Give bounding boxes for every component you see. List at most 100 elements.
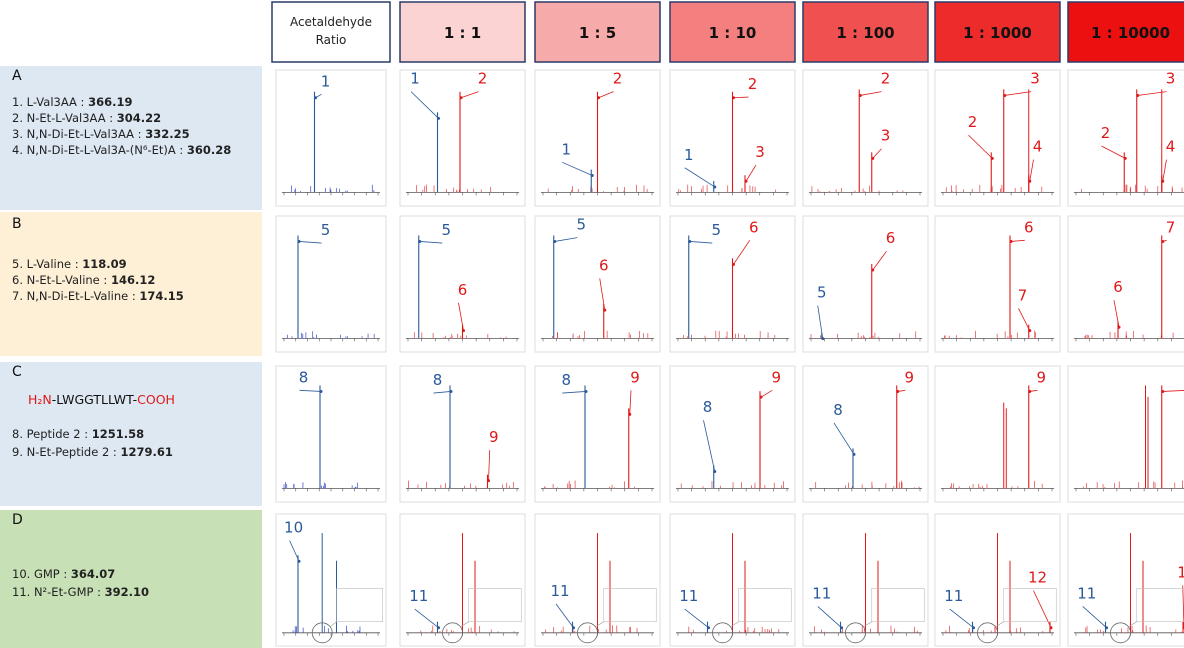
arrow-head: [437, 117, 440, 120]
peak-label: 2: [748, 75, 758, 93]
compound-item: 7. N,N-Di-Et-L-Valine : 174.15: [12, 289, 184, 303]
spectrum: 324: [1068, 70, 1184, 206]
c-terminus: COOH: [137, 392, 175, 407]
compound-mass: 332.25: [145, 127, 189, 141]
compound-mass: 304.22: [117, 111, 161, 125]
arrow-head: [298, 560, 301, 563]
peak-label: 1: [561, 140, 571, 158]
compound-name: 8. Peptide 2 :: [12, 427, 92, 441]
arrow-head: [418, 240, 421, 243]
arrow-head: [628, 413, 631, 416]
spectrum-frame: [935, 216, 1060, 352]
arrow-head: [688, 240, 691, 243]
spectrum: 98: [670, 366, 795, 502]
peak-label: 2: [968, 113, 978, 131]
arrow-head: [732, 263, 735, 266]
spectrum: 76: [1068, 216, 1184, 352]
spectrum: 9: [935, 366, 1060, 502]
spectrum: 65: [803, 216, 928, 352]
ratio-label: 1 : 1: [444, 24, 481, 42]
spectrum: 11: [535, 514, 660, 646]
compound-name: 3. N,N-Di-Et-L-Val3AA :: [12, 127, 145, 141]
compound-name: 7. N,N-Di-Et-L-Valine :: [12, 289, 139, 303]
peak-label: 11: [679, 587, 698, 605]
arrow-head: [1161, 180, 1164, 183]
spectrum-frame: [276, 216, 386, 352]
peak-label: 1: [321, 72, 331, 90]
compound-item: 2. N-Et-L-Val3AA : 304.22: [12, 111, 161, 125]
arrow-head: [487, 479, 490, 482]
arrow-head: [745, 180, 748, 183]
spectrum: 11: [400, 514, 525, 646]
peak-label: 12: [1177, 563, 1184, 581]
compound-name: 6. N-Et-L-Valine :: [12, 273, 111, 287]
spectrum: 23: [803, 70, 928, 206]
spectrum: 56: [400, 216, 525, 352]
compound-item: 6. N-Et-L-Valine : 146.12: [12, 273, 155, 287]
ratio-label: 1 : 10: [709, 24, 757, 42]
peak-label: 11: [812, 584, 831, 602]
peak-label: 11: [409, 587, 428, 605]
spectrum-frame: [803, 70, 928, 206]
arrow-head: [760, 396, 763, 399]
peak-label: 9: [630, 368, 640, 386]
arrow-head: [298, 240, 301, 243]
arrow-head: [1028, 180, 1031, 183]
spectrum-frame: [803, 366, 928, 502]
spectrum: 21: [535, 70, 660, 206]
arrow-head: [603, 309, 606, 312]
arrow-head: [871, 269, 874, 272]
spectrum-frame: [276, 366, 386, 502]
spectrum: 8: [276, 366, 386, 502]
arrow-head: [1003, 94, 1006, 97]
compound-item: 1. L-Val3AA : 366.19: [12, 95, 132, 109]
peak-label: 1: [410, 70, 420, 88]
compound-item: 9. N-Et-Peptide 2 : 1279.61: [12, 445, 173, 459]
arrow-head: [859, 94, 862, 97]
spectrum-frame: [400, 366, 525, 502]
ratio-label: 1 : 1000: [963, 24, 1032, 42]
arrow-head: [871, 157, 874, 160]
arrow-head: [707, 626, 710, 629]
arrow-head: [1136, 94, 1139, 97]
peptide-formula: H₂N-LWGGTLLWT-COOH: [28, 392, 175, 407]
peak-label: 8: [703, 398, 713, 416]
arrow-head: [591, 174, 594, 177]
arrow-head: [713, 470, 716, 473]
peak-label: 5: [711, 221, 721, 239]
arrow-head: [1050, 626, 1053, 629]
spectrum: 11: [803, 514, 928, 646]
arrow-head: [991, 157, 994, 160]
ratio-label: 1 : 5: [579, 24, 616, 42]
spectrum: 98: [803, 366, 928, 502]
arrow-head: [821, 337, 824, 340]
peak-label: 8: [833, 401, 843, 419]
arrow-head: [572, 626, 575, 629]
peak-label: 6: [749, 218, 759, 236]
peak-label: 6: [458, 281, 468, 299]
peak-label: 3: [1166, 70, 1176, 88]
peak-label: 3: [1030, 70, 1040, 88]
peak-label: 3: [755, 143, 765, 161]
peak-label: 4: [1166, 138, 1176, 156]
compound-mass: 1279.61: [120, 445, 172, 459]
row-letter: D: [12, 512, 23, 528]
spectrum-frame: [535, 366, 660, 502]
peak-label: 6: [599, 256, 609, 274]
peak-label: 5: [441, 221, 451, 239]
arrow-head: [1124, 157, 1127, 160]
figure: AcetaldehydeRatio1 : 11 : 51 : 101 : 100…: [0, 0, 1184, 648]
compound-mass: 146.12: [111, 273, 155, 287]
peak-label: 9: [1036, 368, 1046, 386]
spectrum: 89: [535, 366, 660, 502]
peak-label: 8: [561, 371, 571, 389]
spectrum: 324: [935, 70, 1060, 206]
compound-mass: 360.28: [187, 143, 231, 157]
spectrum: 10: [276, 514, 386, 646]
peak-label: 3: [881, 127, 891, 145]
compound-mass: 174.15: [139, 289, 183, 303]
compound-name: 10. GMP :: [12, 567, 71, 581]
spectrum: 67: [935, 216, 1060, 352]
arrow-head: [896, 390, 899, 393]
peak-label: 7: [1166, 218, 1176, 236]
